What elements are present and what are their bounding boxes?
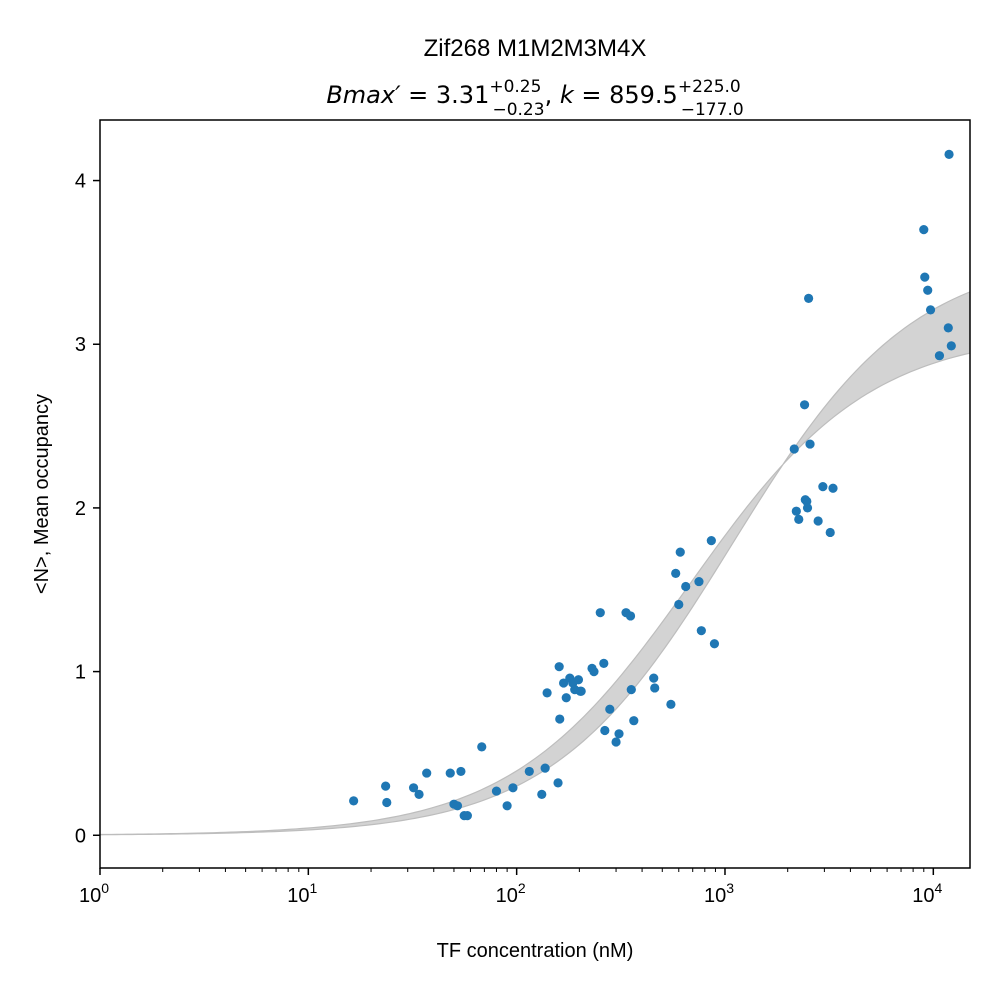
data-point [611, 737, 621, 747]
x-tick-label: 100 [79, 880, 109, 907]
data-point [629, 716, 639, 726]
data-point [452, 801, 463, 811]
data-point [789, 444, 799, 454]
data-point [414, 789, 424, 799]
data-point [625, 611, 636, 621]
x-tick-label: 102 [496, 880, 526, 907]
data-point [671, 568, 681, 578]
data-point [445, 768, 455, 778]
data-point [706, 536, 716, 546]
plot-frame [99, 119, 971, 869]
data-point [804, 293, 814, 304]
data-point [825, 527, 835, 538]
data-point [919, 225, 929, 235]
data-point [925, 305, 936, 315]
bmax-value: 3.31 [436, 81, 489, 109]
data-point [542, 688, 552, 698]
data-point [576, 686, 586, 696]
data-point [944, 149, 954, 159]
data-point [946, 341, 956, 351]
y-tick-label: 0 [75, 825, 86, 847]
data-point [561, 693, 571, 703]
data-point [559, 678, 569, 688]
data-point [791, 506, 801, 516]
data-point [456, 766, 466, 777]
y-tick-label: 4 [75, 171, 86, 193]
bmax-label: Bmax′ [326, 81, 401, 109]
chart-subtitle: Bmax′ = 3.31+0.25 −0.23, k = 859.5+225.0−… [326, 77, 743, 120]
x-axis-label: TF concentration (nM) [437, 940, 634, 962]
data-point [599, 658, 609, 669]
data-point [537, 789, 547, 799]
data-point [540, 763, 550, 773]
data-point [818, 482, 828, 492]
chart-title: Zif268 M1M2M3M4X [424, 35, 647, 62]
data-point [626, 684, 636, 695]
confidence-band [100, 291, 970, 836]
data-point [553, 778, 563, 788]
data-point [813, 516, 823, 526]
data-point [554, 662, 564, 672]
data-point [589, 666, 599, 677]
data-point [477, 742, 487, 752]
data-point [696, 626, 706, 636]
data-point [694, 576, 704, 587]
y-tick-label: 3 [75, 334, 86, 356]
data-point [573, 675, 584, 685]
axis-ticks: 100 101 102 103 104 0 1 2 3 4 [75, 171, 943, 907]
data-point [805, 439, 815, 449]
data-point [508, 783, 518, 793]
data-point [555, 714, 565, 724]
data-point [799, 400, 810, 410]
x-tick-label: 104 [912, 880, 942, 907]
data-point [491, 786, 502, 796]
data-point [920, 272, 930, 282]
bmax-minus: −0.23 [492, 100, 544, 120]
data-point [681, 581, 691, 592]
data-point [794, 514, 804, 524]
data-point [709, 639, 720, 649]
k-minus: −177.0 [681, 100, 744, 120]
data-point [502, 801, 512, 811]
data-point [524, 766, 534, 777]
data-point [934, 351, 945, 361]
y-tick-label: 1 [75, 662, 86, 684]
data-point [674, 599, 684, 610]
data-point [614, 729, 624, 739]
data-point [462, 811, 472, 821]
x-tick-label: 101 [287, 880, 317, 907]
data-point [923, 285, 933, 295]
data-point [650, 683, 660, 693]
data-point [666, 699, 676, 709]
data-point [943, 323, 953, 333]
data-point [675, 547, 685, 557]
x-tick-label: 103 [704, 880, 734, 907]
y-axis-label: <N>, Mean occupancy [31, 394, 53, 594]
data-point [408, 783, 419, 793]
data-point [802, 503, 813, 513]
data-point [422, 768, 432, 778]
k-label: k [560, 81, 575, 109]
bmax-plus: +0.25 [489, 77, 541, 97]
data-point [381, 781, 391, 791]
data-point [605, 704, 615, 714]
data-point [595, 608, 605, 618]
k-value: 859.5 [609, 81, 678, 109]
data-point [600, 725, 610, 736]
y-tick-label: 2 [75, 498, 86, 520]
data-point [649, 673, 659, 683]
plot-area [100, 149, 970, 836]
data-point [349, 796, 359, 806]
data-point [828, 483, 838, 493]
k-plus: +225.0 [678, 77, 741, 97]
data-point [382, 797, 392, 808]
